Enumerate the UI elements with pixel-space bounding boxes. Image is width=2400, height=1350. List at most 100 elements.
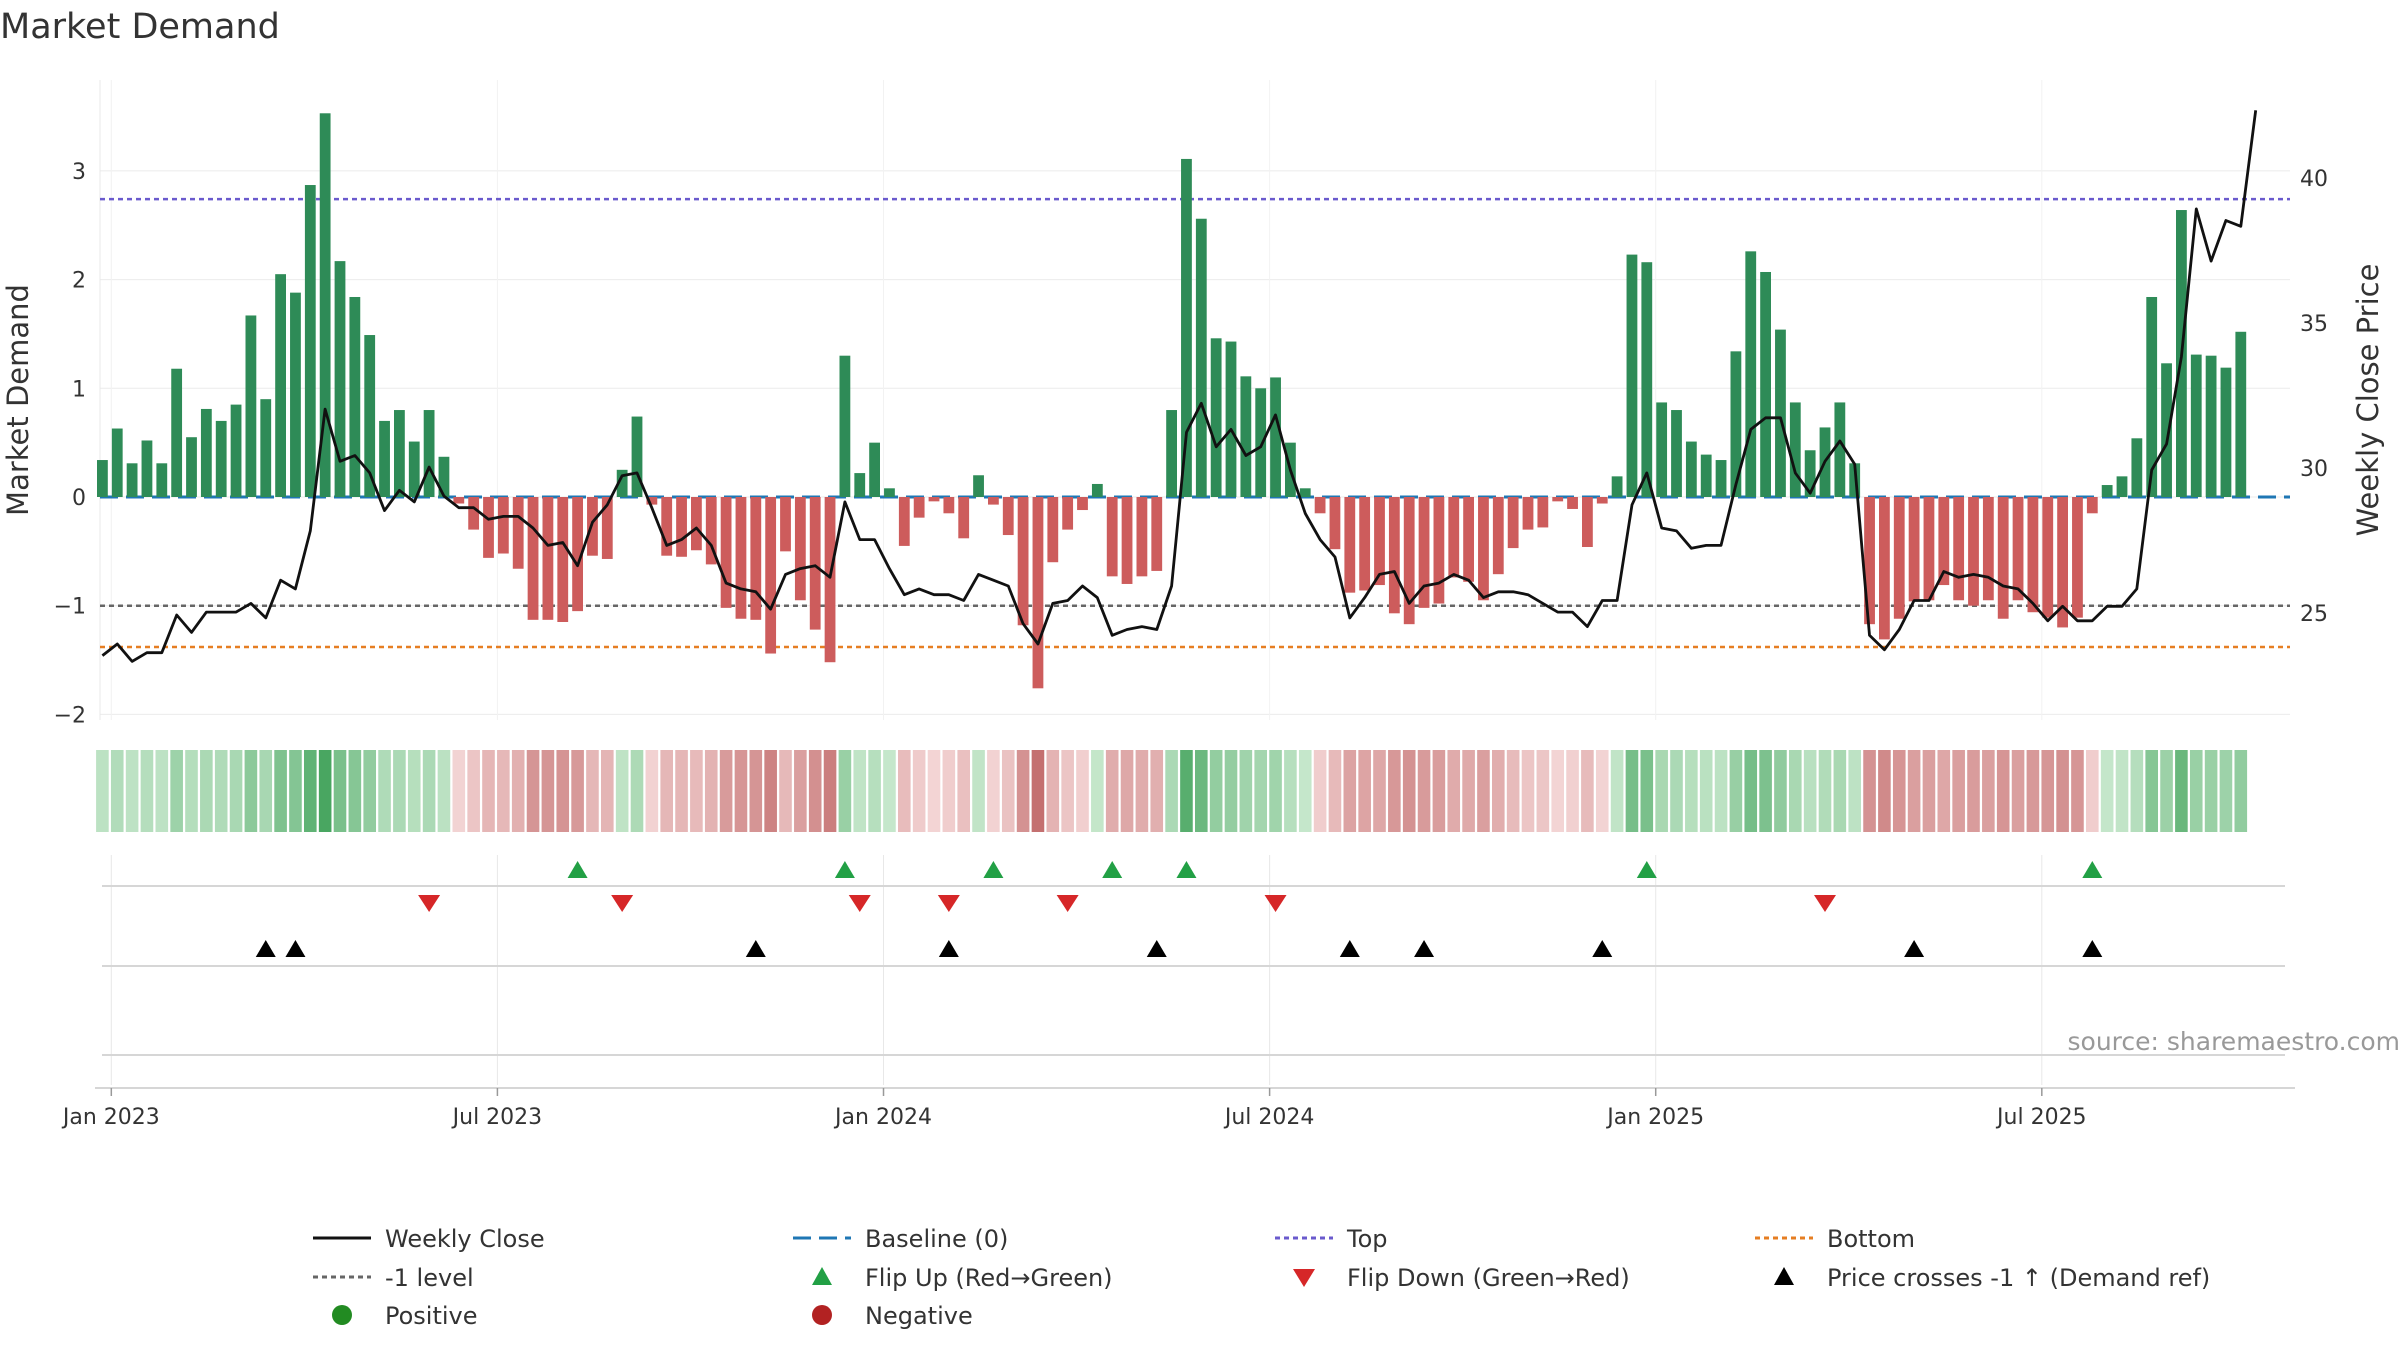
heat-cell: [1610, 750, 1624, 832]
y-tick-label: 0: [72, 486, 86, 511]
negative-bar: [453, 497, 465, 504]
negative-bar: [512, 497, 524, 569]
negative-bar: [1151, 497, 1163, 571]
heat-cell: [274, 750, 287, 832]
heat-cell: [1699, 750, 1713, 832]
negative-bar: [1582, 497, 1593, 547]
heat-cell: [1328, 750, 1342, 832]
negative-bar: [1433, 497, 1445, 604]
heat-cell: [1937, 750, 1951, 832]
y-tick-label: −2: [54, 703, 86, 728]
positive-bar: [2190, 354, 2202, 497]
price-cross-marker: [1339, 940, 1360, 957]
heat-cell: [1907, 750, 1921, 832]
negative-bar: [1463, 497, 1474, 582]
heat-cell: [601, 750, 614, 832]
negative-bar: [1596, 497, 1608, 504]
flip-up-marker: [834, 861, 855, 878]
negative-bar: [2012, 497, 2024, 601]
heat-cell: [1833, 750, 1847, 832]
flip-down-marker: [937, 895, 960, 912]
positive-bar: [438, 456, 450, 497]
negative-bar: [824, 497, 836, 663]
negative-bar: [1121, 497, 1133, 584]
positive-bar: [2235, 331, 2247, 497]
y-tick-label: −1: [54, 595, 86, 620]
negative-bar: [1106, 497, 1118, 577]
heat-cell: [734, 750, 748, 832]
heat-cell: [2219, 750, 2233, 832]
heat-cell: [1001, 750, 1015, 832]
legend-label-baseline: Baseline (0): [865, 1225, 1008, 1253]
legend: Weekly Close Baseline (0) Top Bottom -1 leve…: [313, 1225, 2210, 1330]
heat-cell: [1120, 750, 1134, 832]
heat-cell: [482, 750, 495, 832]
y2-axis-label: Weekly Close Price: [2351, 264, 2385, 537]
heat-cell: [1714, 750, 1728, 832]
flip-down-marker: [418, 895, 441, 912]
heat-cell: [1863, 750, 1876, 832]
heat-cell: [1581, 750, 1594, 832]
heat-cell: [883, 750, 896, 832]
heat-cell: [630, 750, 644, 832]
positive-bar: [2131, 438, 2143, 497]
heat-cell: [586, 750, 599, 832]
heat-cell: [838, 750, 852, 832]
x-tick-label: Jul 2024: [1223, 1105, 1315, 1130]
negative-bar: [691, 497, 702, 551]
heat-cell: [779, 750, 792, 832]
y-axis-ticks: 3 2 1 0 −1 −2: [54, 160, 86, 729]
heat-cell: [1729, 750, 1743, 832]
heat-cell: [645, 750, 659, 832]
heat-cell: [378, 750, 391, 832]
positive-bar: [423, 410, 435, 497]
heat-cell: [1150, 750, 1164, 832]
positive-bar: [275, 274, 286, 497]
negative-bar: [1448, 497, 1460, 578]
heat-cell: [229, 750, 243, 832]
positive-bar: [334, 261, 346, 497]
price-cross-marker: [1904, 940, 1925, 957]
positive-bar: [1656, 402, 1668, 497]
heat-cell: [407, 750, 421, 832]
heat-cell: [2160, 750, 2173, 832]
positive-bar: [1730, 351, 1742, 497]
heat-cell: [1551, 750, 1564, 832]
positive-bar: [839, 355, 851, 497]
positive-bar: [1195, 218, 1207, 498]
heat-cell: [1640, 750, 1654, 832]
flip-down-marker: [1056, 895, 1079, 912]
negative-bar: [1002, 497, 1014, 536]
heat-cell: [1016, 750, 1030, 832]
heat-cell: [1566, 750, 1579, 832]
positive-bar: [230, 404, 242, 497]
flip-up-marker: [1102, 861, 1123, 878]
positive-bar: [1210, 338, 1222, 497]
price-cross-marker: [255, 940, 276, 957]
flip-up-marker: [1636, 861, 1657, 878]
heat-cell: [1967, 750, 1980, 832]
positive-bar: [1641, 262, 1653, 497]
negative-bar: [527, 497, 539, 620]
positive-bar: [319, 113, 331, 497]
heat-cell: [1803, 750, 1817, 832]
heat-cell: [1254, 750, 1267, 832]
close-price-series: [101, 110, 2258, 663]
legend-swatch-flipup: [812, 1267, 832, 1285]
negative-bar: [2057, 497, 2068, 628]
heat-cell: [1536, 750, 1550, 832]
heat-cell: [823, 750, 837, 832]
positive-bar: [394, 410, 405, 497]
y-tick-label: 1: [72, 377, 86, 402]
heat-cell: [1031, 750, 1045, 832]
heat-cell: [2086, 750, 2099, 832]
heat-cell: [764, 750, 777, 832]
legend-label-negative: Negative: [865, 1302, 973, 1330]
negative-bar: [1329, 497, 1341, 550]
negative-bar: [1968, 497, 1979, 606]
heat-cell: [2204, 750, 2218, 832]
negative-bar: [2086, 497, 2098, 514]
negative-bar: [1893, 497, 1905, 619]
heat-cell: [1284, 750, 1297, 832]
